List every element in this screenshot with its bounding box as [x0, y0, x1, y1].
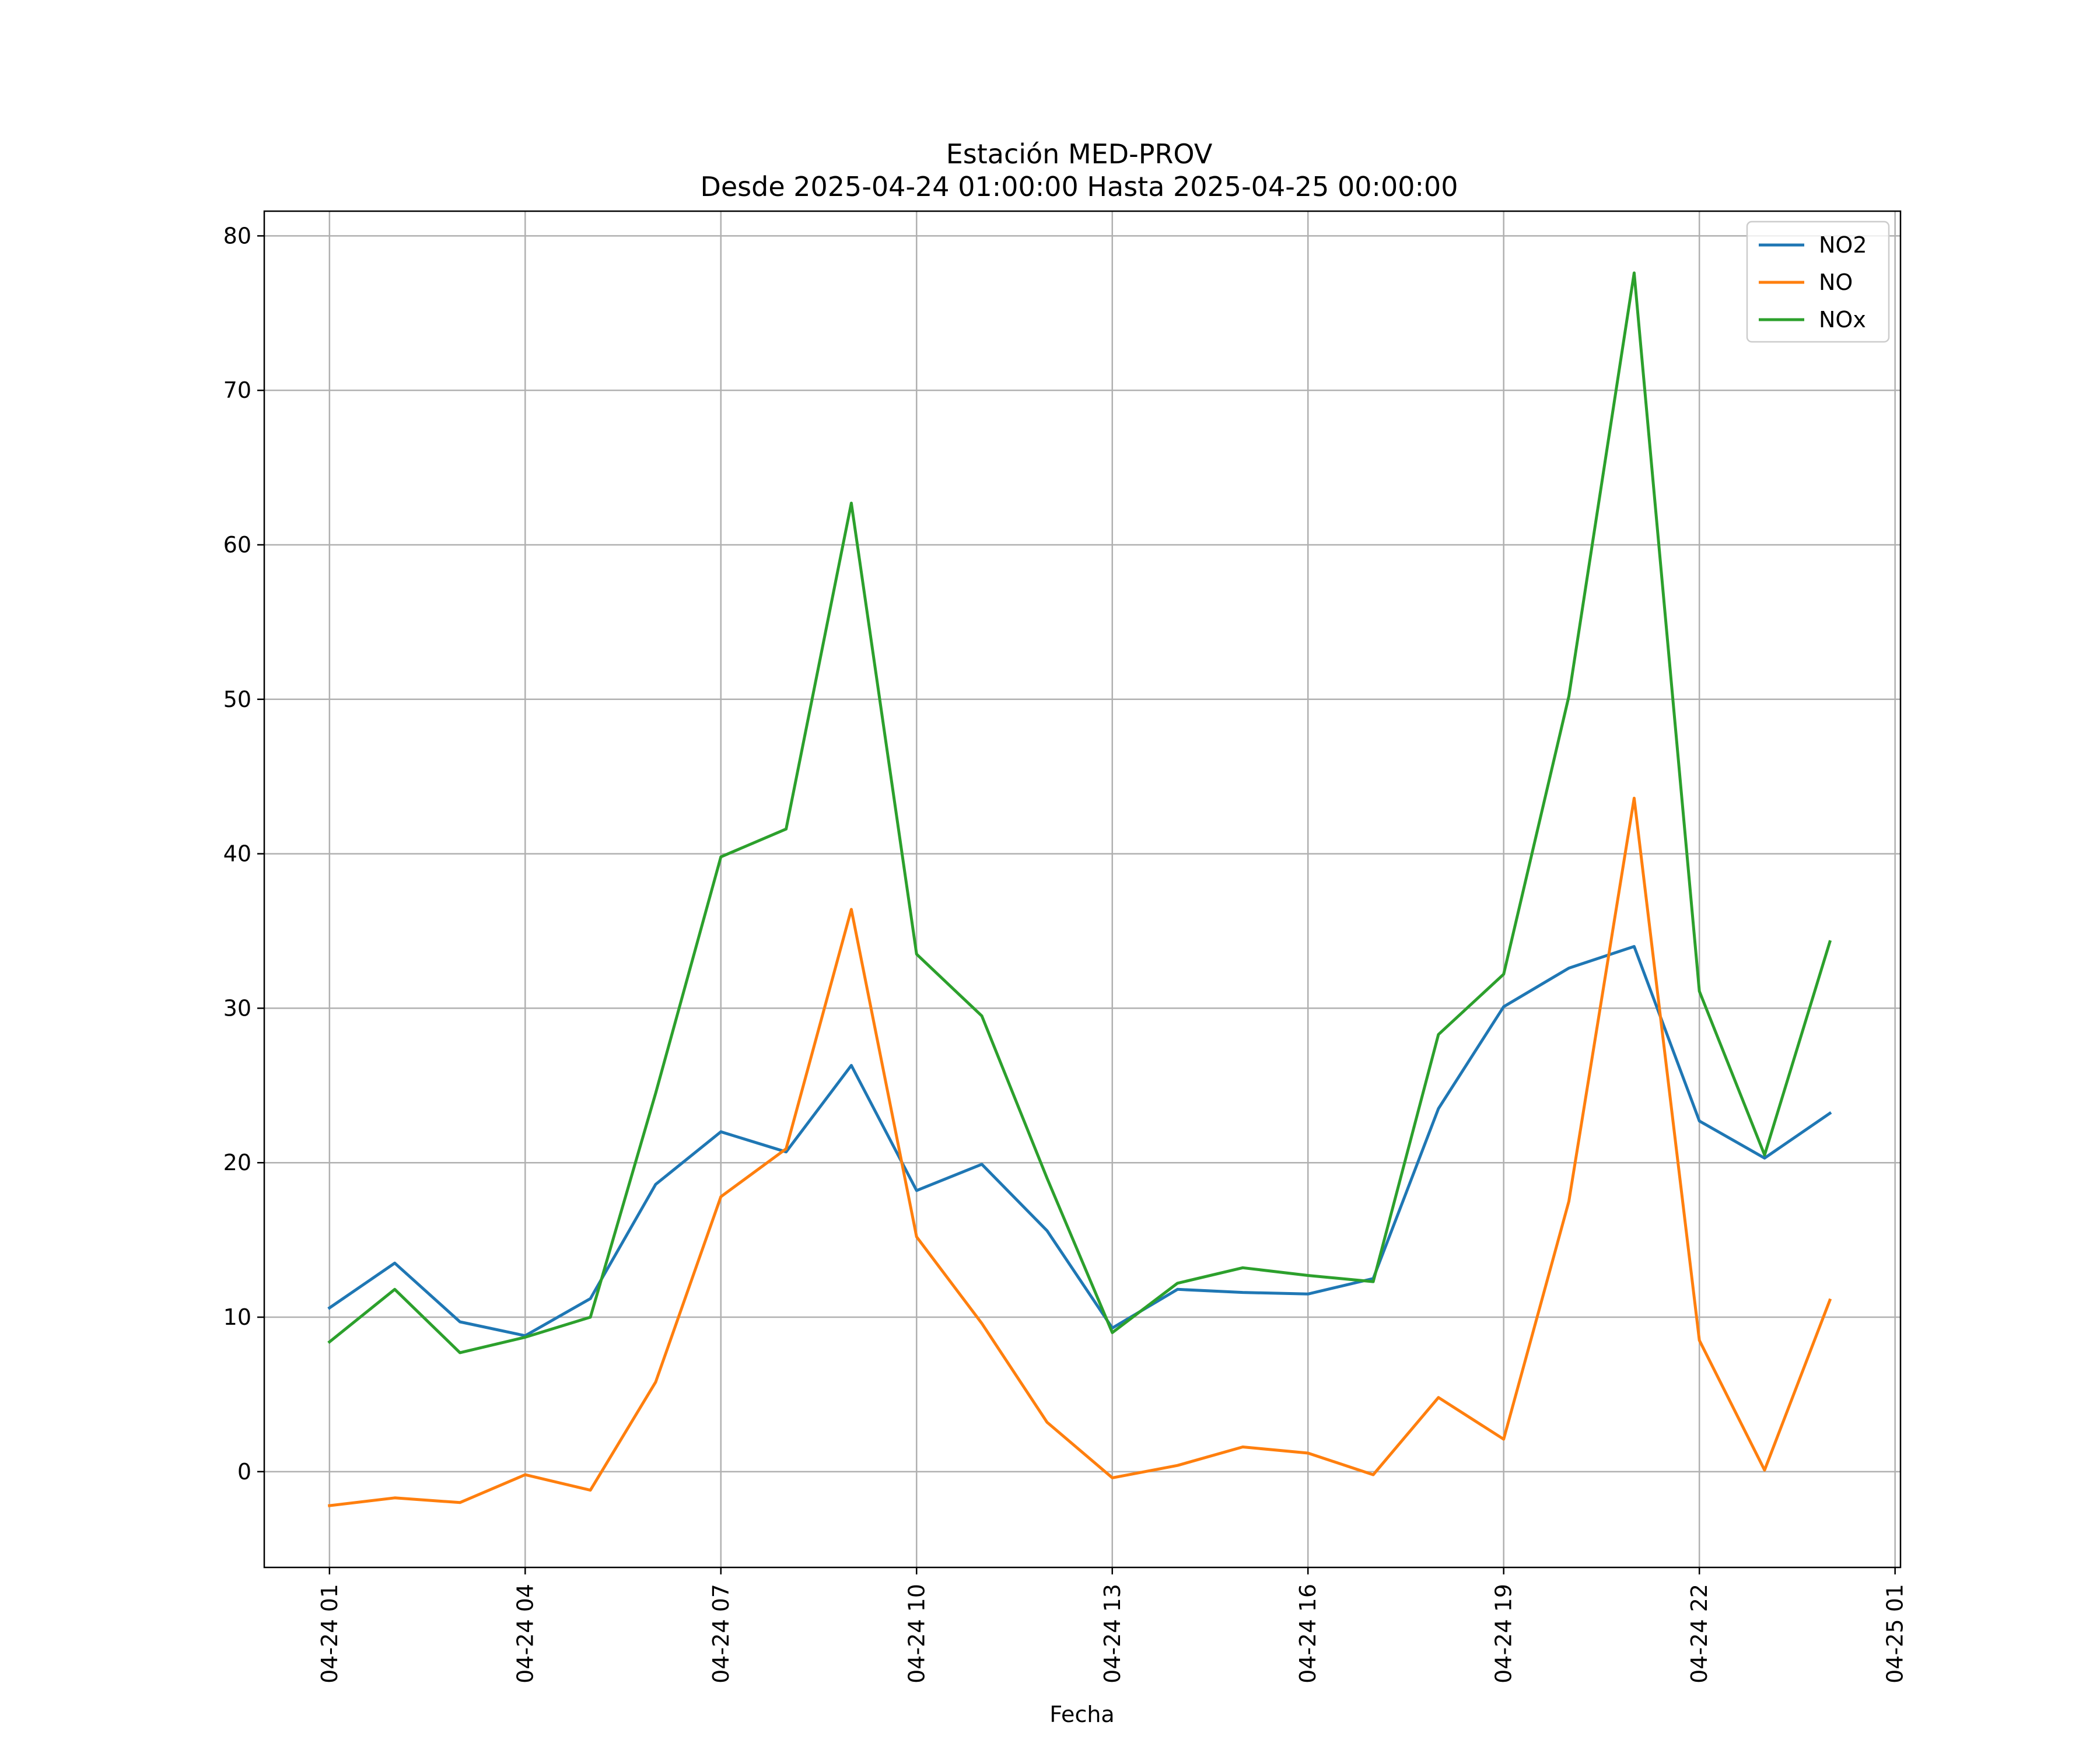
series-lines [327, 271, 1832, 1507]
legend-label-no: NO [1819, 270, 1853, 295]
y-tick-label: 0 [237, 1459, 251, 1485]
legend-box [1746, 220, 1890, 343]
legend-label-nox: NOx [1819, 307, 1866, 332]
x-tick-label: 04-24 07 [708, 1584, 734, 1684]
y-tick-label: 50 [223, 687, 251, 712]
x-tick-label: 04-24 01 [317, 1584, 342, 1684]
x-tick-label: 04-25 01 [1882, 1584, 1908, 1684]
plot-frame [263, 210, 1902, 1569]
y-tick-label: 40 [223, 841, 251, 867]
x-tick-label: 04-24 04 [512, 1584, 538, 1684]
y-tick-label: 80 [223, 223, 251, 249]
series-line-nox [327, 271, 1832, 1354]
x-axis-label: Fecha [1049, 1702, 1114, 1727]
x-tick-label: 04-24 16 [1295, 1584, 1321, 1684]
y-tick-label: 70 [223, 377, 251, 403]
x-tick-label: 04-24 22 [1686, 1584, 1712, 1684]
series-line-no [328, 796, 1832, 1507]
x-tick-label: 04-24 13 [1100, 1584, 1125, 1684]
y-tick-label: 60 [223, 532, 251, 558]
x-axis-ticks: 04-24 01 04-24 04 04-24 07 04-24 10 04-24 13… [317, 1567, 1908, 1684]
legend: NO2 NO NOx [1746, 220, 1890, 343]
y-axis-ticks: 0 10 20 30 40 50 60 70 80 [223, 223, 264, 1485]
x-tick-label: 04-24 10 [904, 1584, 929, 1684]
chart-subtitle: Desde 2025-04-24 01:00:00 Hasta 2025-04-… [700, 171, 1458, 202]
y-tick-label: 20 [223, 1150, 251, 1175]
y-tick-label: 10 [223, 1304, 251, 1330]
chart-title: Estación MED-PROV [946, 138, 1213, 170]
legend-label-no2: NO2 [1819, 232, 1867, 258]
series-line-no2 [327, 945, 1832, 1338]
x-tick-label: 04-24 19 [1491, 1584, 1517, 1684]
y-tick-label: 30 [223, 995, 251, 1021]
